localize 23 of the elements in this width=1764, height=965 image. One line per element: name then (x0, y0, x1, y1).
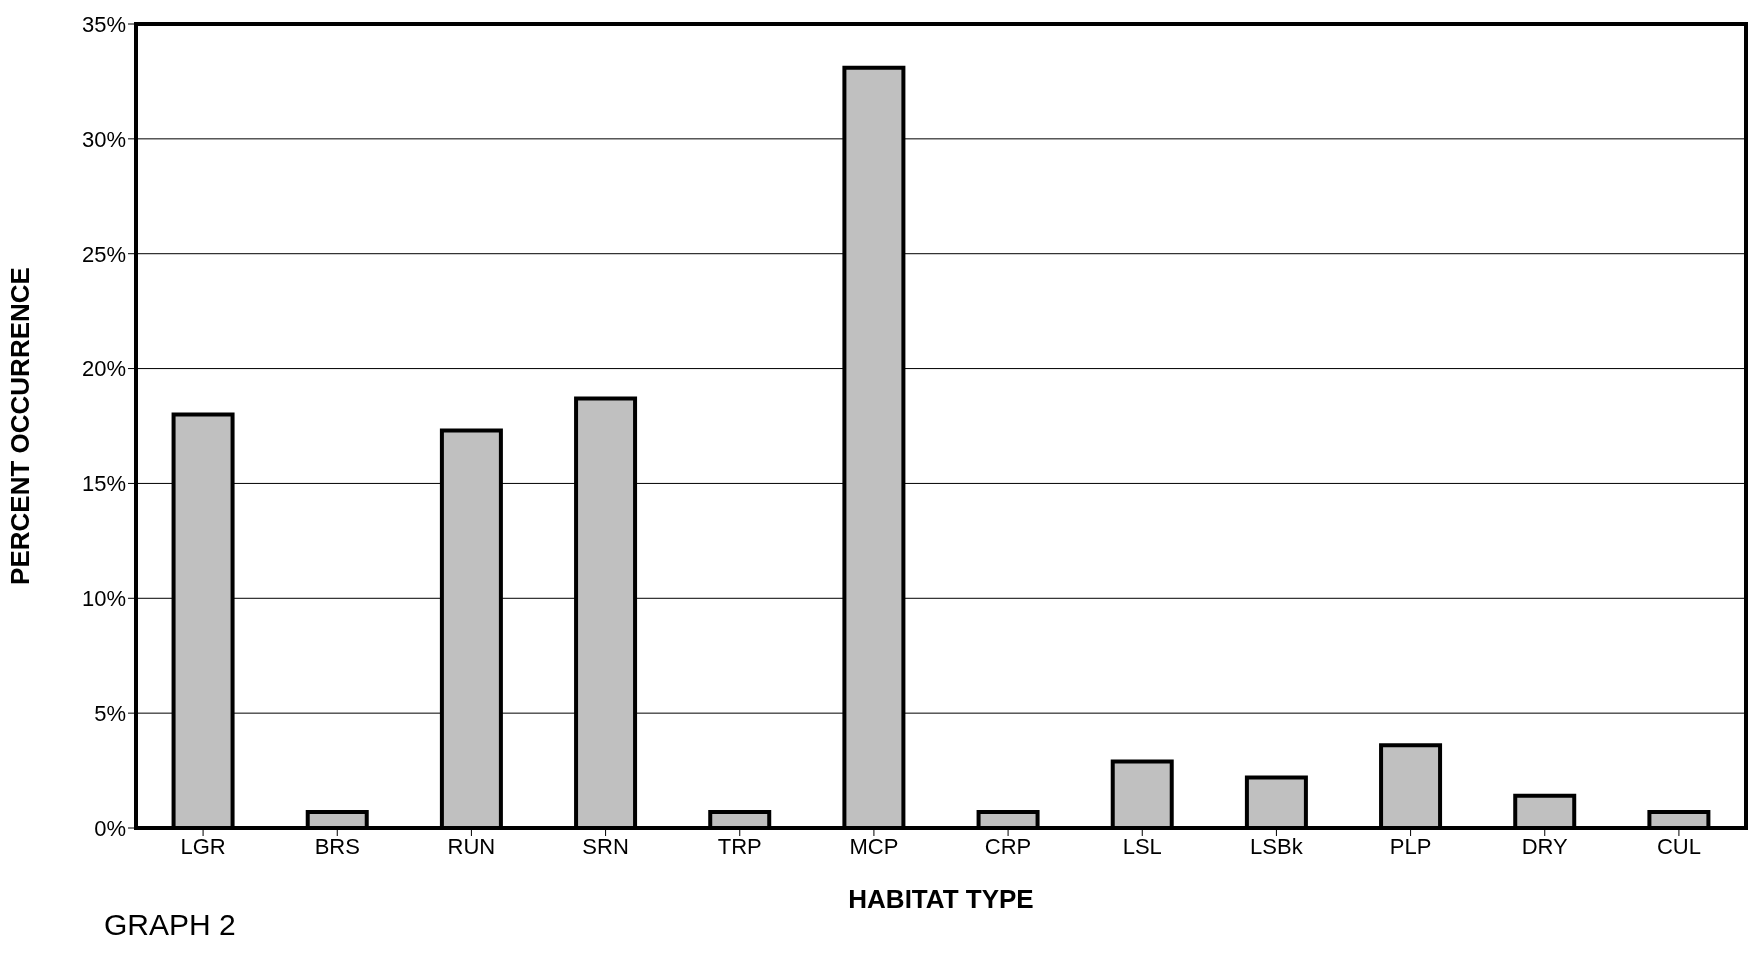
y-tick-label: 30% (81, 126, 126, 152)
x-tick-label: RUN (447, 833, 496, 859)
x-tick-label: TRP (717, 833, 762, 859)
x-tick-label: PLP (1389, 833, 1432, 859)
y-tick-label: 0% (94, 815, 126, 841)
x-tick-label: MCP (849, 833, 899, 859)
y-axis-title: PERCENT OCCURRENCE (5, 267, 36, 585)
x-tick-label: LGR (180, 833, 226, 859)
x-axis-title: HABITAT TYPE (848, 884, 1034, 914)
x-tick-label: CRP (984, 833, 1032, 859)
x-tick-label: CUL (1656, 833, 1701, 859)
y-tick-label: 35% (81, 11, 126, 37)
y-tick-label: 20% (81, 356, 126, 382)
y-tick-label: 10% (81, 586, 126, 612)
x-tick-label: BRS (314, 833, 360, 859)
x-tick-label: LSL (1122, 833, 1162, 859)
x-tick-label: LSBk (1250, 833, 1304, 859)
x-tick-label: DRY (1521, 833, 1569, 859)
x-tick-label: SRN (582, 833, 629, 859)
caption: GRAPH 2 (104, 908, 236, 942)
y-tick-label: 25% (81, 241, 126, 267)
y-tick-label: 15% (81, 471, 126, 497)
y-tick-label: 5% (94, 700, 126, 726)
